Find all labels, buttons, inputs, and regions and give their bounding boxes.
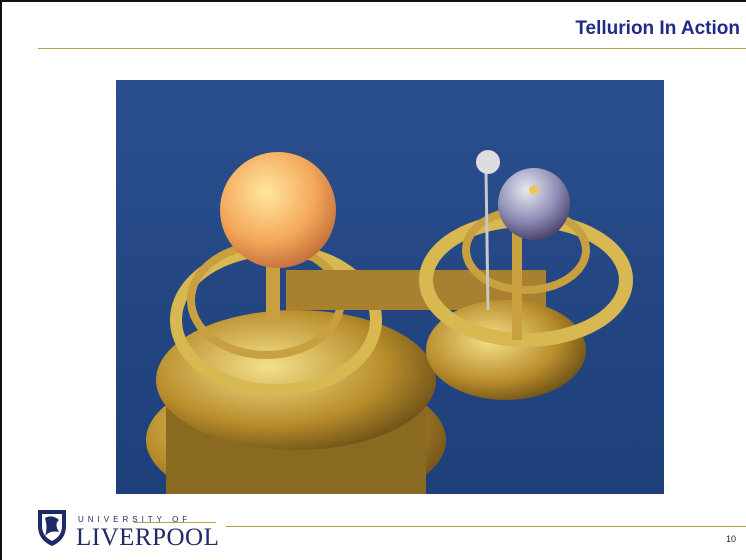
slide-title: Tellurion In Action [575, 18, 740, 40]
footer-rule [226, 526, 746, 527]
university-crest [36, 508, 68, 548]
tellurion-photo [116, 80, 664, 494]
page-number: 10 [726, 534, 736, 544]
logo-name: LIVERPOOL [76, 524, 219, 552]
slide: Tellurion In Action [0, 0, 746, 560]
title-rule [38, 48, 746, 49]
logo-rule [134, 522, 216, 523]
